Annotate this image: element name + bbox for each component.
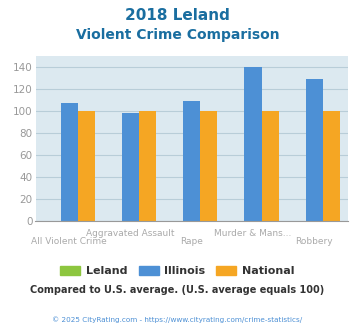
Bar xyxy=(244,67,262,221)
Text: Compared to U.S. average. (U.S. average equals 100): Compared to U.S. average. (U.S. average … xyxy=(31,285,324,295)
Text: All Violent Crime: All Violent Crime xyxy=(31,237,107,246)
Bar xyxy=(306,79,323,221)
Bar xyxy=(323,111,340,221)
Text: Robbery: Robbery xyxy=(295,237,333,246)
Bar xyxy=(262,111,279,221)
Bar xyxy=(139,111,156,221)
Bar xyxy=(200,111,217,221)
Text: Aggravated Assault: Aggravated Assault xyxy=(86,228,175,238)
Text: Violent Crime Comparison: Violent Crime Comparison xyxy=(76,28,279,42)
Bar xyxy=(78,111,95,221)
Text: © 2025 CityRating.com - https://www.cityrating.com/crime-statistics/: © 2025 CityRating.com - https://www.city… xyxy=(53,317,302,323)
Text: 2018 Leland: 2018 Leland xyxy=(125,8,230,23)
Bar xyxy=(122,113,139,221)
Bar xyxy=(61,103,78,221)
Text: Murder & Mans...: Murder & Mans... xyxy=(214,228,292,238)
Legend: Leland, Illinois, National: Leland, Illinois, National xyxy=(56,261,299,280)
Bar xyxy=(183,101,200,221)
Text: Rape: Rape xyxy=(180,237,203,246)
